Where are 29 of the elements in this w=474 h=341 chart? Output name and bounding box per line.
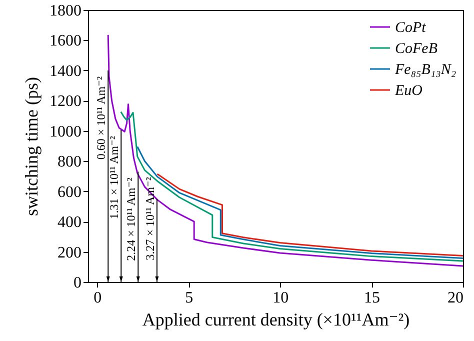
y-tick-label: 200 (58, 244, 82, 262)
legend-label: EuO (394, 83, 423, 99)
line-series (136, 146, 464, 260)
y-tick-label: 1400 (50, 62, 82, 80)
x-axis-title: Applied current density (×10¹¹Am⁻²) (142, 310, 410, 330)
legend-label: CoFeB (395, 41, 438, 57)
line-series (120, 110, 464, 262)
line-series (107, 34, 464, 267)
annotation: 1.31 × 10¹¹ Am⁻² (107, 136, 122, 220)
y-tick-label: 1600 (50, 32, 82, 50)
y-tick-label: 1200 (50, 93, 82, 110)
y-tick-label: 0 (74, 274, 82, 292)
annotation: 2.24 × 10¹¹ Am⁻² (124, 177, 138, 261)
legend-label: CoPt (395, 20, 427, 36)
x-tick-label: 15 (364, 290, 380, 306)
line-series (156, 173, 464, 256)
annotation: 0.60 × 10¹¹ Am⁻² (94, 76, 108, 160)
legend-label: Fe₈₅B₁₃N₂ (394, 62, 456, 78)
x-tick-label: 0 (94, 290, 102, 306)
annotation: 3.27 × 10¹¹ Am⁻² (142, 176, 157, 260)
x-tick-label: 20 (448, 290, 464, 306)
y-axis-title: switching time (ps) (22, 77, 42, 216)
y-tick-label: 1800 (50, 2, 82, 20)
y-tick-label: 400 (58, 214, 82, 232)
y-tick-label: 1000 (50, 123, 82, 140)
y-tick-label: 600 (58, 184, 82, 201)
x-tick-label: 5 (185, 290, 194, 306)
y-tick-label: 800 (58, 154, 82, 171)
x-tick-label: 10 (272, 290, 289, 306)
